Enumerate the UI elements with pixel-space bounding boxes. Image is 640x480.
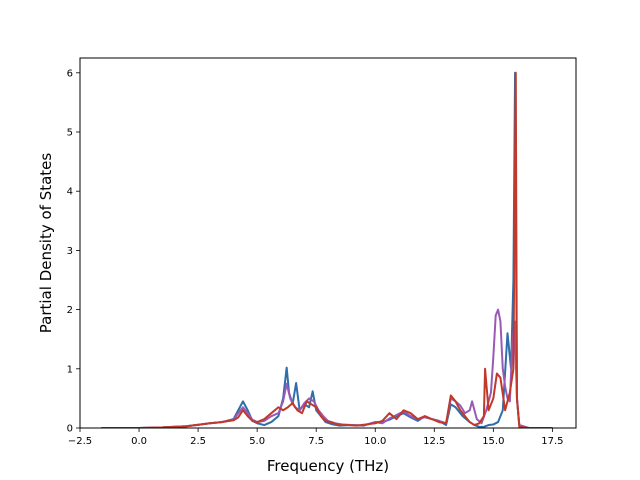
- series-line-3: [101, 71, 553, 428]
- x-tick-label: 12.5: [423, 436, 445, 447]
- y-tick-label: 6: [67, 68, 73, 79]
- x-tick-label: 7.5: [308, 436, 324, 447]
- y-tick-label: 1: [67, 364, 73, 375]
- x-axis-label: Frequency (THz): [267, 457, 389, 475]
- series-line-2: [101, 308, 553, 428]
- y-tick-label: 3: [67, 246, 73, 257]
- x-tick-label: 15.0: [482, 436, 504, 447]
- x-tick-label: −2.5: [68, 436, 92, 447]
- y-tick-label: 0: [67, 424, 73, 435]
- x-axis: −2.5 0.0 2.5 5.0 7.5 10.0 12.5 15.0 17.5: [68, 428, 564, 447]
- x-tick-label: 5.0: [249, 436, 265, 447]
- y-tick-label: 2: [67, 305, 73, 316]
- x-tick-label: 2.5: [190, 436, 206, 447]
- y-axis-label: Partial Density of States: [37, 153, 55, 334]
- y-tick-label: 5: [67, 128, 73, 139]
- y-axis: 0 1 2 3 4 5 6: [67, 68, 80, 435]
- x-tick-label: 17.5: [541, 436, 563, 447]
- x-tick-label: 0.0: [131, 436, 147, 447]
- plot-frame: [79, 57, 577, 429]
- series-layer: [101, 71, 553, 428]
- y-tick-label: 4: [67, 187, 73, 198]
- x-tick-label: 10.0: [364, 436, 386, 447]
